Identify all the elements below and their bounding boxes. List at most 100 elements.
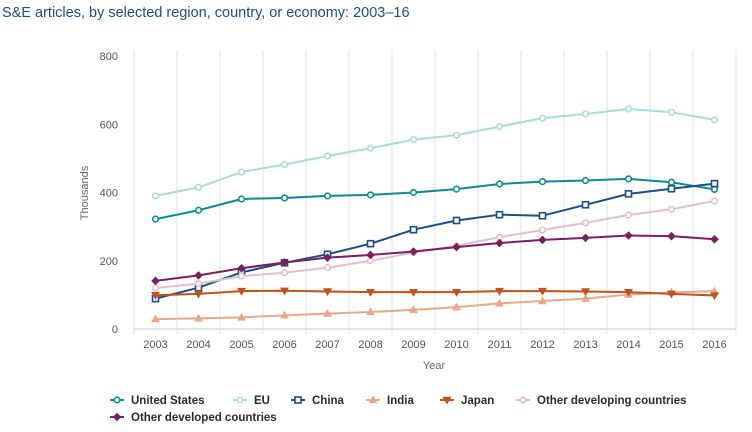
x-tick-label: 2016	[702, 339, 726, 351]
data-point-eu	[280, 160, 289, 169]
y-tick-label: 600	[100, 119, 118, 131]
data-point-india	[323, 309, 332, 317]
data-point-china	[624, 190, 633, 198]
data-point-eu	[710, 116, 719, 124]
x-tick-label: 2011	[488, 339, 512, 351]
data-point-india	[151, 314, 160, 323]
data-point-india	[495, 298, 504, 307]
x-tick-label: 2015	[659, 339, 683, 351]
legend-label: United States	[131, 395, 205, 407]
x-tick-label: 2005	[229, 339, 253, 351]
x-tick-label: 2012	[530, 339, 554, 351]
data-point-other-developing-countries	[624, 211, 633, 219]
data-point-other-developing-countries	[194, 280, 203, 288]
legend-item-other-developed-countries: Other developed countries	[110, 412, 277, 424]
data-point-india	[194, 313, 203, 322]
data-point-india	[538, 296, 547, 305]
series-other-developed-countries	[151, 231, 719, 286]
data-point-eu	[409, 136, 418, 144]
data-point-japan	[151, 292, 160, 300]
x-tick-label: 2014	[616, 339, 640, 351]
data-point-united-states	[624, 175, 633, 183]
legend-swatch-marker	[236, 396, 244, 404]
data-point-united-states	[194, 206, 203, 214]
x-tick-label: 2008	[358, 339, 382, 351]
data-point-japan	[667, 290, 676, 299]
x-tick-label: 2004	[186, 339, 210, 351]
data-point-china	[667, 184, 676, 193]
data-point-eu	[366, 144, 375, 152]
data-point-eu	[323, 152, 332, 160]
x-axis-label: Year	[423, 360, 446, 372]
data-point-other-developed-countries	[366, 250, 375, 260]
data-point-india	[409, 305, 418, 314]
data-point-united-states	[581, 176, 590, 185]
data-point-united-states	[323, 192, 332, 200]
data-point-japan	[409, 288, 418, 297]
data-point-eu	[538, 114, 547, 122]
data-point-china	[495, 210, 504, 219]
data-point-japan	[624, 288, 633, 297]
y-tick-label: 800	[100, 51, 118, 63]
data-point-united-states	[280, 194, 289, 202]
x-tick-label: 2009	[401, 339, 425, 351]
grid-lines	[133, 50, 737, 334]
data-point-other-developing-countries	[323, 263, 332, 272]
series-group	[151, 105, 719, 323]
data-point-other-developed-countries	[280, 258, 289, 267]
data-point-eu	[581, 110, 590, 118]
data-point-japan	[366, 288, 375, 297]
data-point-other-developed-countries	[538, 235, 547, 245]
data-point-other-developed-countries	[237, 263, 246, 273]
data-point-china	[538, 211, 547, 220]
data-point-other-developing-countries	[710, 197, 719, 205]
data-point-other-developed-countries	[581, 233, 590, 243]
data-point-other-developed-countries	[624, 231, 633, 240]
data-point-united-states	[151, 215, 160, 223]
data-point-united-states	[538, 177, 547, 186]
legend-item-china: China	[291, 395, 345, 407]
legend-item-other-developing-countries: Other developing countries	[516, 395, 687, 407]
data-point-eu	[237, 168, 246, 176]
legend-swatch-marker	[113, 396, 121, 404]
series-line-eu	[155, 107, 715, 197]
data-point-united-states	[366, 191, 375, 199]
data-point-eu	[495, 123, 504, 131]
data-point-united-states	[452, 185, 461, 193]
y-axis-ticks: 0 200 400 600 800	[100, 51, 118, 336]
data-point-other-developing-countries	[538, 226, 547, 234]
x-tick-label: 2013	[573, 339, 597, 351]
data-point-other-developed-countries	[409, 247, 418, 256]
data-point-india	[366, 307, 375, 316]
legend-swatch-marker	[442, 396, 452, 405]
legend: United States EU China India Japan Other deve…	[110, 395, 687, 424]
legend-swatch-marker	[368, 395, 378, 404]
data-point-japan	[237, 287, 246, 296]
data-point-other-developing-countries	[237, 272, 246, 280]
data-point-other-developed-countries	[710, 234, 719, 244]
data-point-other-developing-countries	[151, 284, 160, 292]
series-japan	[151, 287, 719, 301]
legend-label: EU	[254, 395, 270, 407]
data-point-other-developed-countries	[495, 238, 504, 248]
y-tick-label: 400	[100, 188, 118, 200]
legend-item-japan: Japan	[440, 395, 494, 407]
series-india	[151, 286, 719, 323]
data-point-other-developed-countries	[323, 253, 332, 262]
series-eu	[151, 105, 719, 200]
data-point-united-states	[495, 180, 504, 188]
legend-label: India	[387, 395, 414, 407]
x-tick-label: 2010	[444, 339, 468, 351]
data-point-china	[710, 179, 719, 188]
legend-swatch-marker	[294, 396, 302, 404]
y-tick-label: 200	[100, 256, 118, 268]
data-point-japan	[452, 288, 461, 297]
data-point-china	[452, 216, 461, 225]
data-point-india	[452, 302, 461, 311]
legend-item-india: India	[366, 395, 414, 407]
data-point-china	[581, 200, 590, 209]
y-tick-label: 0	[112, 324, 118, 336]
data-point-india	[581, 294, 590, 302]
series-line-china	[155, 182, 715, 300]
x-tick-label: 2007	[315, 339, 339, 351]
